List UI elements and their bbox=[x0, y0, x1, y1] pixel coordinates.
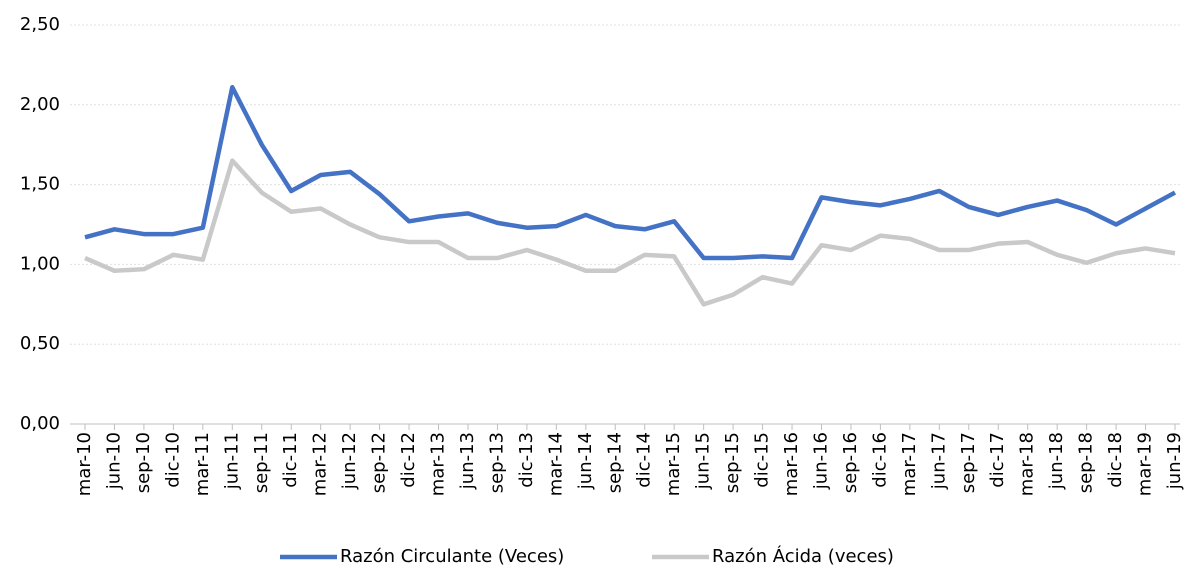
x-tick-label: jun-15 bbox=[693, 432, 714, 490]
x-tick-label: sep-12 bbox=[369, 432, 390, 493]
x-tick-label: mar-11 bbox=[192, 432, 213, 496]
line-series bbox=[84, 158, 1176, 307]
legend-label: Razón Ácida (veces) bbox=[712, 545, 894, 567]
y-tick-label: 1,50 bbox=[20, 174, 60, 195]
x-tick-label: mar-14 bbox=[545, 432, 566, 496]
x-tick-label: mar-13 bbox=[428, 432, 449, 496]
x-tick-label: jun-16 bbox=[810, 432, 831, 490]
y-tick-label: 2,00 bbox=[20, 94, 60, 115]
x-tick-label: mar-10 bbox=[74, 432, 95, 496]
x-tick-label: jun-10 bbox=[103, 432, 124, 490]
x-tick-label: jun-13 bbox=[457, 432, 478, 490]
x-tick-label: sep-17 bbox=[958, 432, 979, 493]
x-tick-label: dic-17 bbox=[987, 432, 1008, 488]
x-tick-label: dic-13 bbox=[516, 432, 537, 488]
x-tick-label: sep-14 bbox=[604, 432, 625, 493]
x-tick-label: sep-10 bbox=[133, 432, 154, 493]
legend-label: Razón Circulante (Veces) bbox=[340, 546, 564, 567]
y-tick-label: 2,50 bbox=[20, 14, 60, 35]
x-tick-label: dic-10 bbox=[162, 432, 183, 488]
x-tick-label: mar-19 bbox=[1135, 432, 1156, 496]
x-tick-label: jun-11 bbox=[221, 432, 242, 490]
x-tick-label: mar-17 bbox=[899, 432, 920, 496]
y-tick-label: 0,00 bbox=[20, 413, 60, 434]
x-tick-label: jun-19 bbox=[1164, 432, 1185, 490]
x-tick-label: dic-12 bbox=[398, 432, 419, 488]
y-tick-label: 1,00 bbox=[20, 253, 60, 274]
x-tick-label: jun-18 bbox=[1046, 432, 1067, 490]
line-series bbox=[84, 84, 1177, 261]
x-tick-label: mar-15 bbox=[663, 432, 684, 496]
x-tick-label: dic-15 bbox=[752, 432, 773, 488]
y-tick-label: 0,50 bbox=[20, 333, 60, 354]
x-tick-label: mar-16 bbox=[781, 432, 802, 496]
x-tick-label: sep-11 bbox=[251, 432, 272, 493]
x-tick-label: mar-18 bbox=[1017, 432, 1038, 496]
x-tick-label: sep-16 bbox=[840, 432, 861, 493]
x-tick-label: dic-18 bbox=[1105, 432, 1126, 488]
x-tick-label: sep-18 bbox=[1076, 432, 1097, 493]
x-tick-label: jun-12 bbox=[339, 432, 360, 490]
x-tick-label: dic-14 bbox=[634, 432, 655, 488]
x-tick-label: dic-11 bbox=[280, 432, 301, 488]
x-tick-label: dic-16 bbox=[869, 432, 890, 488]
x-tick-label: jun-14 bbox=[575, 432, 596, 490]
x-tick-label: sep-13 bbox=[486, 432, 507, 493]
x-tick-label: sep-15 bbox=[722, 432, 743, 493]
x-tick-label: jun-17 bbox=[928, 432, 949, 490]
x-tick-label: mar-12 bbox=[310, 432, 331, 496]
